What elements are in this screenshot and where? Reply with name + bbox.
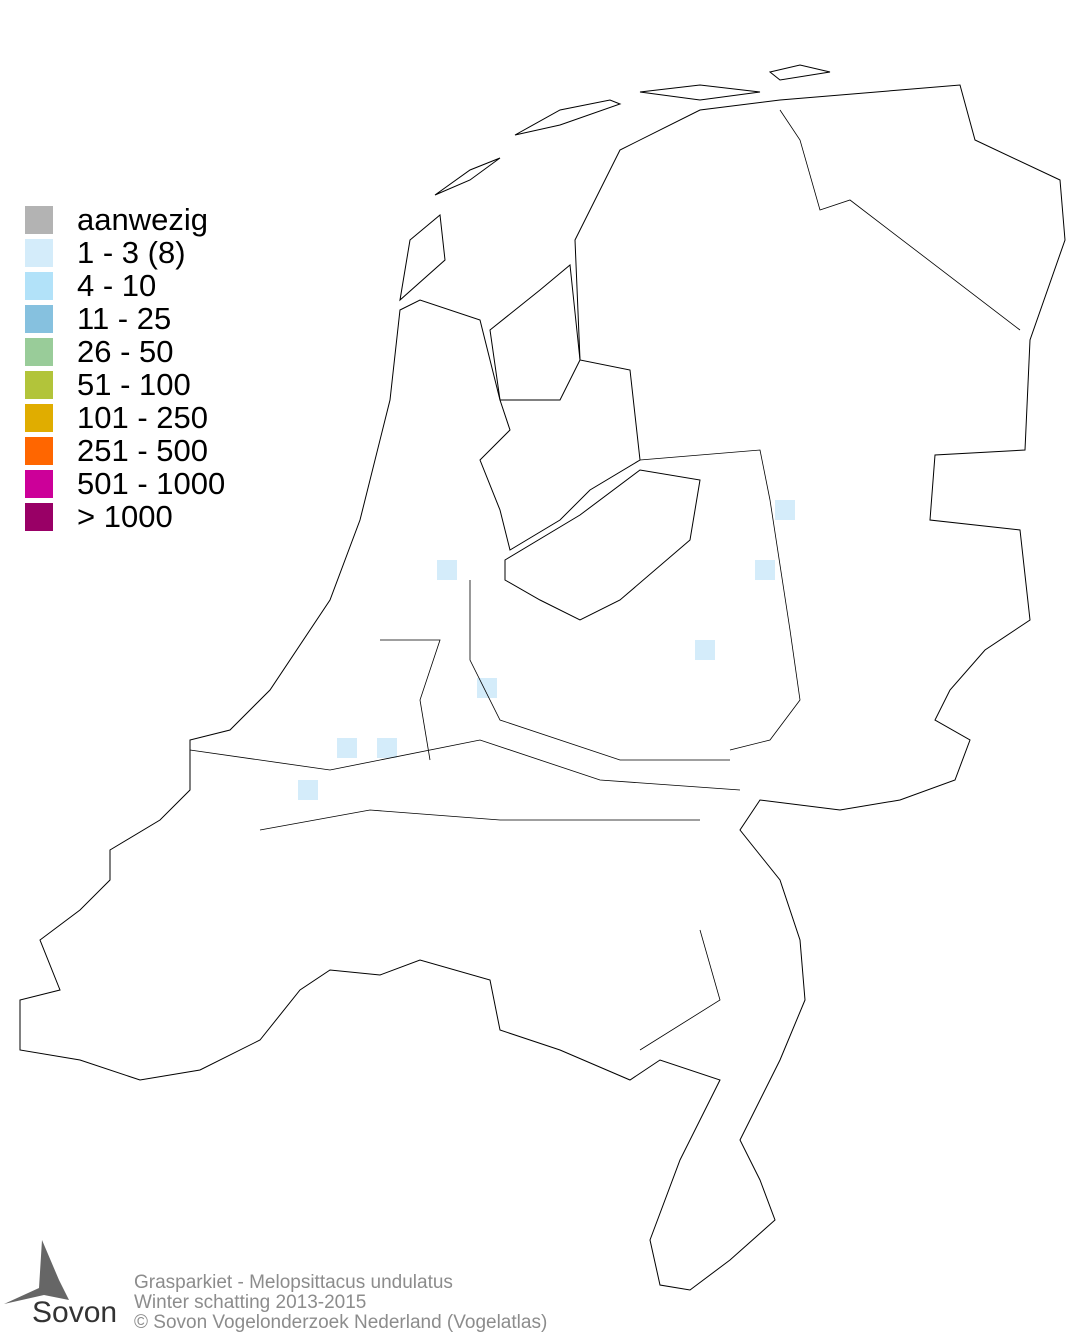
country-outline — [19, 84, 1066, 1291]
legend-swatch — [25, 205, 53, 234]
occupancy-cell — [775, 500, 795, 520]
legend-label: 51 - 100 — [77, 367, 191, 402]
occupancy-cell — [477, 678, 497, 698]
copyright: © Sovon Vogelonderzoek Nederland (Vogela… — [134, 1312, 548, 1333]
wadden-islands — [399, 64, 831, 302]
legend-label: 26 - 50 — [77, 334, 174, 369]
legend-item: 4 - 10 — [25, 269, 225, 302]
legend-label: 11 - 25 — [77, 301, 172, 336]
survey-period: Winter schatting 2013-2015 — [134, 1292, 367, 1313]
map-caption: Grasparkiet - Melopsittacus undulatus Wi… — [134, 1273, 547, 1333]
legend-swatch — [25, 469, 53, 498]
legend-swatch — [25, 502, 53, 531]
legend-item: 1 - 3 (8) — [25, 236, 225, 269]
ijsselmeer-outline — [479, 264, 641, 551]
sovon-logo-text: Sovon — [32, 1296, 118, 1329]
legend-label: 1 - 3 (8) — [77, 235, 186, 270]
legend-label: aanwezig — [77, 202, 208, 237]
legend-label: > 1000 — [77, 499, 173, 534]
legend: aanwezig 1 - 3 (8) 4 - 10 11 - 25 26 - 50 51 … — [25, 203, 225, 533]
legend-swatch — [25, 436, 53, 465]
occupancy-cell — [437, 560, 457, 580]
province-borders — [189, 109, 1021, 1051]
legend-swatch — [25, 304, 53, 333]
occupancy-cell — [337, 738, 357, 758]
occupancy-cell — [755, 560, 775, 580]
species-name: Grasparkiet - Melopsittacus undulatus — [134, 1272, 453, 1293]
legend-item: 51 - 100 — [25, 368, 225, 401]
legend-item: 501 - 1000 — [25, 467, 225, 500]
flevoland-outline — [504, 469, 701, 621]
legend-swatch — [25, 337, 53, 366]
legend-item: 251 - 500 — [25, 434, 225, 467]
legend-label: 251 - 500 — [77, 433, 208, 468]
occupancy-cells — [298, 500, 795, 800]
legend-item: aanwezig — [25, 203, 225, 236]
legend-swatch — [25, 271, 53, 300]
legend-label: 101 - 250 — [77, 400, 208, 435]
legend-swatch — [25, 370, 53, 399]
legend-item: > 1000 — [25, 500, 225, 533]
occupancy-cell — [377, 738, 397, 758]
occupancy-cell — [298, 780, 318, 800]
legend-item: 26 - 50 — [25, 335, 225, 368]
legend-swatch — [25, 238, 53, 267]
legend-item: 11 - 25 — [25, 302, 225, 335]
occupancy-cell — [695, 640, 715, 660]
sovon-swallow-logo — [4, 1240, 69, 1304]
legend-label: 501 - 1000 — [77, 466, 226, 501]
legend-swatch — [25, 403, 53, 432]
legend-item: 101 - 250 — [25, 401, 225, 434]
legend-label: 4 - 10 — [77, 268, 157, 303]
